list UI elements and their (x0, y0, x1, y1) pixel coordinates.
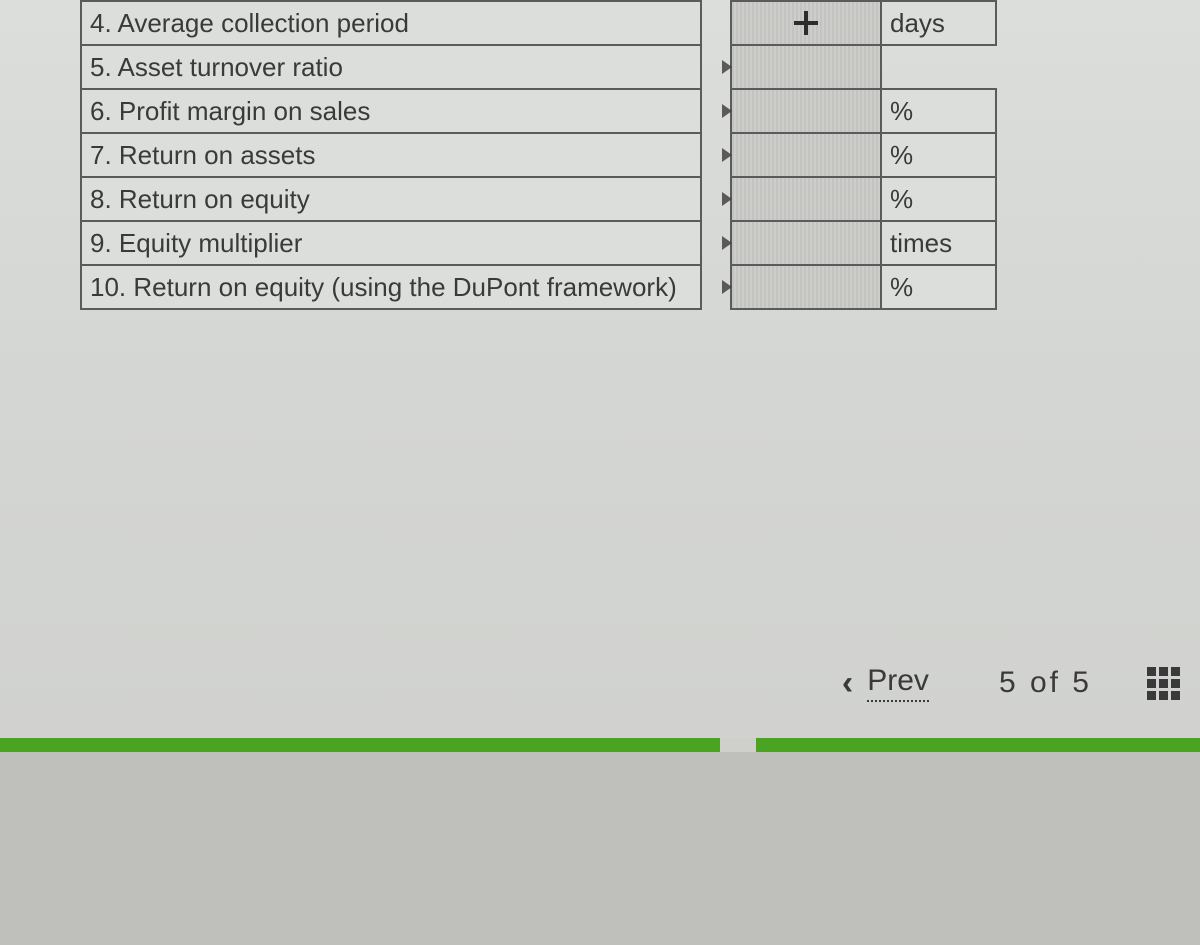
ratio-input[interactable] (731, 1, 881, 45)
row-tick-gap (701, 45, 731, 89)
grid-icon[interactable] (1147, 667, 1180, 700)
page-root: 4. Average collection period days 5. Asset… (0, 0, 1200, 945)
row-tick-gap (701, 221, 731, 265)
footer-area (0, 752, 1200, 945)
row-tick-gap (701, 133, 731, 177)
ratio-unit: times (881, 221, 996, 265)
ratio-label: 6. Profit margin on sales (81, 89, 701, 133)
ratio-unit: % (881, 177, 996, 221)
filler (996, 265, 1111, 309)
ratio-label: 5. Asset turnover ratio (81, 45, 701, 89)
ratio-input[interactable] (731, 221, 881, 265)
ratio-unit: % (881, 133, 996, 177)
ratio-label: 4. Average collection period (81, 1, 701, 45)
ratios-table: 4. Average collection period days 5. Asset… (80, 0, 1112, 310)
ratio-label: 8. Return on equity (81, 177, 701, 221)
row-tick-gap (701, 89, 731, 133)
filler (996, 45, 1111, 89)
ratio-input[interactable] (731, 45, 881, 89)
prev-button[interactable]: ‹ Prev (842, 664, 929, 703)
ratio-input[interactable] (731, 177, 881, 221)
ratio-input[interactable] (731, 265, 881, 309)
row-tick-gap (701, 1, 731, 45)
ratio-input[interactable] (731, 133, 881, 177)
divider-bar (0, 738, 1200, 752)
table-row: 7. Return on assets% (81, 133, 1111, 177)
ratio-label: 7. Return on assets (81, 133, 701, 177)
pager-bar: ‹ Prev 5 of 5 (0, 638, 1200, 728)
chevron-left-icon: ‹ (842, 664, 853, 703)
table-row: 6. Profit margin on sales% (81, 89, 1111, 133)
ratio-label: 10. Return on equity (using the DuPont f… (81, 265, 701, 309)
page-counter: 5 of 5 (999, 666, 1092, 700)
ratios-table-body: 4. Average collection period days 5. Asset… (81, 1, 1111, 309)
ratio-unit: % (881, 89, 996, 133)
table-row: 10. Return on equity (using the DuPont f… (81, 265, 1111, 309)
table-row: 8. Return on equity% (81, 177, 1111, 221)
ratio-unit (881, 45, 996, 89)
filler (996, 177, 1111, 221)
filler (996, 89, 1111, 133)
ratio-unit: days (881, 1, 996, 45)
filler (996, 1, 1111, 45)
table-row: 9. Equity multiplier times (81, 221, 1111, 265)
ratio-unit: % (881, 265, 996, 309)
filler (996, 133, 1111, 177)
row-tick-gap (701, 177, 731, 221)
prev-label: Prev (867, 664, 929, 702)
filler (996, 221, 1111, 265)
table-row: 5. Asset turnover ratio (81, 45, 1111, 89)
ratio-label: 9. Equity multiplier (81, 221, 701, 265)
ratio-input[interactable] (731, 89, 881, 133)
table-row: 4. Average collection period days (81, 1, 1111, 45)
row-tick-gap (701, 265, 731, 309)
